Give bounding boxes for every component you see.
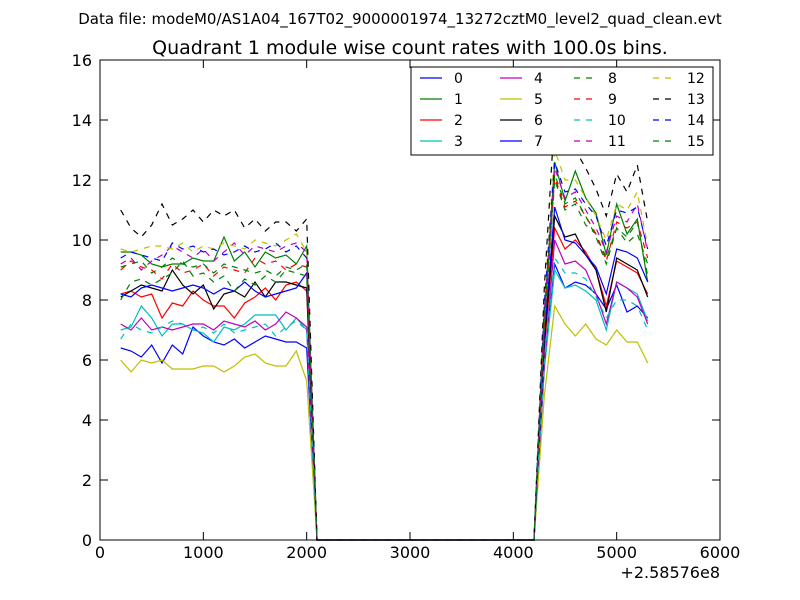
y-tick-label: 2 [82,471,92,490]
legend-frame [410,66,714,156]
legend-label-13: 13 [687,92,705,108]
x-tick-label: 4000 [493,543,534,562]
y-tick-label: 6 [82,351,92,370]
legend-label-4: 4 [534,71,543,87]
legend-label-3: 3 [454,134,463,150]
y-tick-label: 0 [82,531,92,550]
y-tick-label: 4 [82,411,92,430]
y-tick-label: 14 [72,111,92,130]
legend-label-7: 7 [534,134,543,150]
y-tick-label: 12 [72,171,92,190]
x-tick-label: 1000 [183,543,224,562]
legend-label-15: 15 [687,134,705,150]
legend-label-14: 14 [687,113,705,129]
y-tick-label: 8 [82,291,92,310]
x-tick-label: 3000 [390,543,431,562]
y-tick-label: 10 [72,231,92,250]
series-line-13 [120,113,649,541]
y-tick-label: 16 [72,51,92,70]
x-offset-label: +2.58576e8 [620,563,720,582]
series-line-12 [120,149,649,541]
data-file-label: Data file: modeM0/AS1A04_167T02_90000019… [78,10,722,29]
legend-label-5: 5 [534,92,543,108]
legend-label-1: 1 [454,92,463,108]
plot-frame [99,59,721,541]
x-tick-label: 2000 [286,543,327,562]
x-tick-label: 6000 [700,543,741,562]
legend-label-10: 10 [608,113,626,129]
legend-label-9: 9 [608,92,617,108]
legend-label-11: 11 [608,134,626,150]
x-tick-label: 5000 [596,543,637,562]
x-tick-label: 0 [95,543,105,562]
legend-label-0: 0 [454,71,463,87]
legend-label-8: 8 [608,71,617,87]
chart-title: Quadrant 1 module wise count rates with … [152,37,668,59]
legend-label-12: 12 [687,71,705,87]
legend-label-2: 2 [454,113,463,129]
series-line-9 [120,176,649,541]
legend-label-6: 6 [534,113,543,129]
